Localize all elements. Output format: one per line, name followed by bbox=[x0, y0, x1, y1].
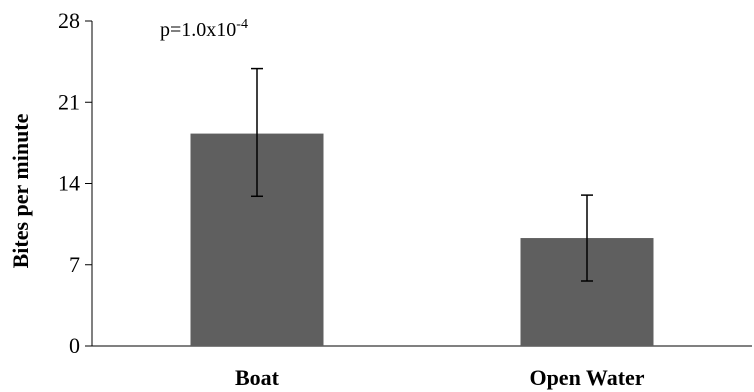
p-value-annotation: p=1.0x10-4 bbox=[160, 17, 248, 41]
p-value-exponent: -4 bbox=[236, 17, 248, 32]
error-bars bbox=[251, 67, 593, 282]
bars bbox=[190, 133, 654, 346]
category-labels: Boat Open Water bbox=[235, 365, 645, 390]
y-axis-label: Bites per minute bbox=[8, 113, 33, 268]
y-tick-label: 14 bbox=[58, 171, 80, 196]
x-category-label: Open Water bbox=[529, 365, 644, 390]
y-tick-label: 0 bbox=[69, 333, 80, 358]
y-tick-label: 7 bbox=[69, 252, 80, 277]
p-value-base: p=1.0x10 bbox=[160, 19, 236, 41]
x-category-label: Boat bbox=[235, 365, 280, 390]
y-tick-label: 21 bbox=[58, 89, 80, 114]
y-axis: 0 7 14 21 28 bbox=[58, 8, 93, 358]
y-tick-label: 28 bbox=[58, 8, 80, 33]
